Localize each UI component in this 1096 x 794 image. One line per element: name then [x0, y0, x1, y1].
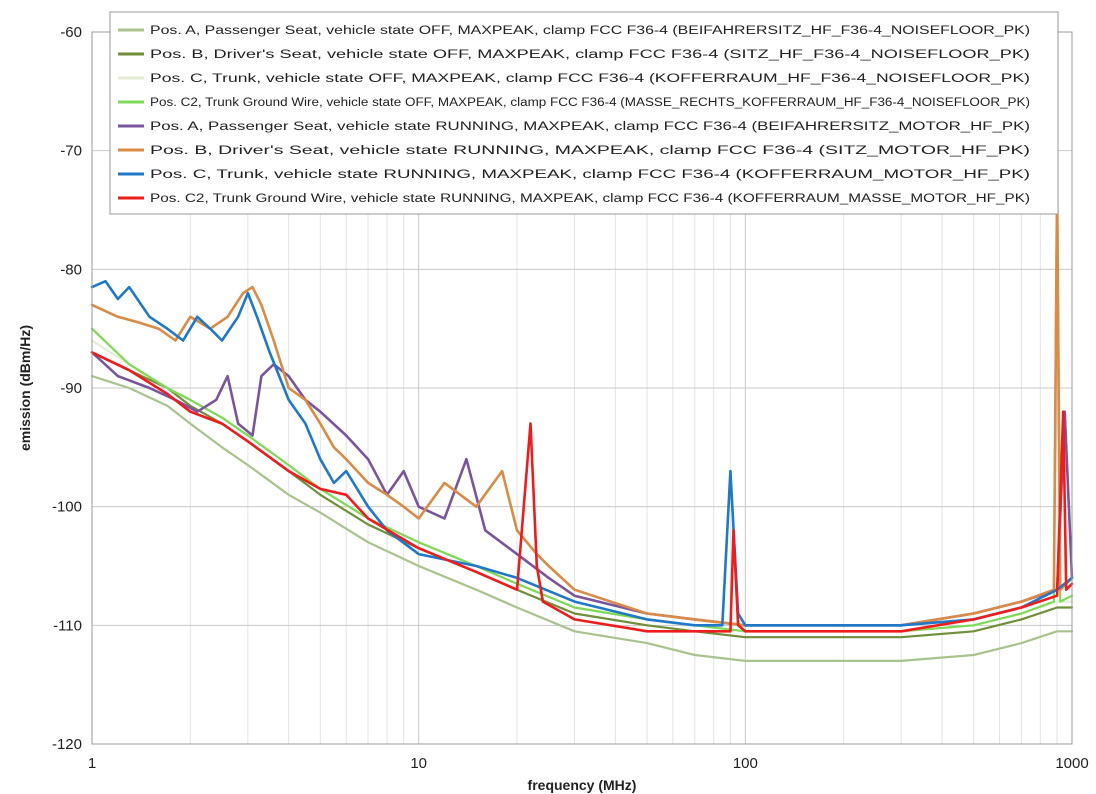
y-tick-label: -60 — [60, 24, 82, 41]
y-tick-label: -110 — [53, 617, 82, 634]
series-line — [90, 279, 1074, 627]
series-line — [90, 375, 1074, 663]
y-tick-label: -100 — [52, 499, 82, 516]
y-axis-title: emission (dBm/Hz) — [17, 325, 33, 451]
y-tick-label: -80 — [60, 261, 82, 278]
legend-label: Pos. C2, Trunk Ground Wire, vehicle stat… — [150, 97, 1030, 109]
x-axis-ticks: 1 10 100 1000 — [88, 755, 1089, 772]
legend-label: Pos. B, Driver's Seat, vehicle state RUN… — [150, 145, 1030, 157]
x-tick-label: 100 — [733, 755, 758, 772]
y-axis-ticks: -60 -70 -80 -90 -100 -110 -120 — [52, 24, 82, 753]
legend-box — [109, 11, 1059, 215]
legend-label: Pos. C2, Trunk Ground Wire, vehicle stat… — [150, 193, 1030, 205]
legend-label: Pos. C, Trunk, vehicle state RUNNING, MA… — [150, 169, 1030, 181]
y-tick-label: -90 — [60, 380, 82, 397]
y-tick-label: -70 — [60, 143, 82, 160]
legend-label: Pos. B, Driver's Seat, vehicle state OFF… — [150, 49, 1030, 61]
x-tick-label: 1 — [88, 755, 96, 772]
x-axis-title: frequency (MHz) — [528, 777, 637, 793]
legend-label: Pos. A, Passenger Seat, vehicle state RU… — [150, 121, 1030, 133]
series-line — [90, 351, 1074, 633]
series-layer — [90, 161, 1074, 663]
x-tick-label: 1000 — [1055, 755, 1088, 772]
legend: Pos. A, Passenger Seat, vehicle state OF… — [109, 11, 1059, 215]
series-line — [90, 161, 1074, 633]
y-tick-label: -120 — [52, 736, 82, 753]
legend-label: Pos. C, Trunk, vehicle state OFF, MAXPEA… — [150, 73, 1030, 85]
x-tick-label: 10 — [410, 755, 427, 772]
legend-label: Pos. A, Passenger Seat, vehicle state OF… — [150, 25, 1030, 37]
